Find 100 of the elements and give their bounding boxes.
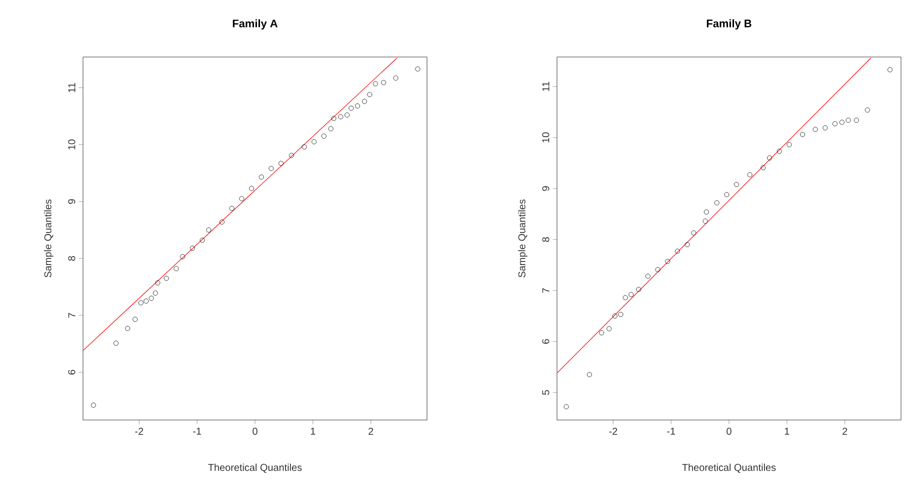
- point: [888, 67, 893, 72]
- point: [747, 172, 752, 178]
- point: [125, 326, 130, 331]
- point: [760, 165, 766, 170]
- point: [190, 246, 195, 251]
- y-tick-label: 7: [542, 288, 550, 293]
- point: [636, 286, 642, 292]
- y-tick-label: 11: [542, 82, 550, 91]
- point: [90, 402, 96, 408]
- chart-title: Family A: [232, 19, 278, 30]
- y-tick-label: 7: [68, 313, 76, 318]
- point: [812, 126, 818, 132]
- point: [415, 66, 420, 72]
- y-tick-label: 9: [542, 186, 550, 191]
- y-tick-label: 9: [68, 199, 76, 204]
- x-tick-label: -2: [135, 428, 144, 435]
- x-tick-label: 0: [252, 428, 258, 435]
- point: [362, 98, 367, 104]
- point: [586, 372, 592, 378]
- point: [174, 266, 179, 272]
- point: [854, 118, 859, 123]
- point: [800, 132, 806, 137]
- point: [622, 295, 628, 300]
- point: [200, 238, 205, 243]
- point: [776, 148, 782, 154]
- point: [846, 118, 851, 123]
- point: [381, 80, 386, 86]
- x-tick-label: 0: [726, 428, 732, 435]
- point: [344, 112, 350, 118]
- point: [114, 340, 119, 346]
- point: [288, 152, 294, 158]
- point: [132, 316, 138, 322]
- point: [229, 206, 234, 211]
- y-tick-label: 8: [68, 256, 76, 261]
- point: [612, 313, 618, 318]
- point: [393, 76, 398, 81]
- point: [144, 298, 149, 304]
- point: [702, 218, 708, 224]
- x-tick-label: 2: [842, 428, 848, 435]
- y-axis-title: Sample Quantiles: [518, 200, 528, 278]
- x-tick-label: -2: [609, 428, 618, 435]
- point: [219, 220, 224, 224]
- point: [321, 134, 326, 139]
- point: [864, 108, 870, 113]
- point: [628, 292, 634, 298]
- point: [164, 276, 169, 281]
- point: [564, 404, 569, 410]
- point: [655, 267, 660, 272]
- y-axis-title: Sample Quantiles: [44, 200, 54, 278]
- point: [606, 326, 612, 332]
- point: [180, 254, 186, 260]
- chart-title: Family B: [706, 19, 752, 30]
- point: [148, 296, 154, 301]
- x-tick-label: 1: [310, 428, 316, 435]
- point: [691, 230, 696, 236]
- point: [599, 330, 604, 336]
- y-tick-label: 11: [68, 83, 76, 92]
- point: [239, 196, 244, 202]
- point: [312, 139, 317, 144]
- point: [138, 300, 144, 306]
- x-tick-label: 2: [368, 428, 374, 435]
- point: [714, 200, 720, 206]
- point: [704, 209, 709, 214]
- point: [355, 103, 360, 108]
- point: [618, 312, 624, 317]
- point: [348, 106, 354, 111]
- point: [372, 81, 378, 86]
- point: [302, 144, 307, 150]
- y-tick-label: 6: [68, 370, 76, 374]
- point: [665, 258, 670, 264]
- y-tick-label: 10: [68, 139, 76, 150]
- point: [367, 92, 372, 98]
- point: [786, 142, 792, 148]
- point: [152, 290, 158, 296]
- point: [268, 166, 274, 172]
- x-axis-title: Theoretical Quantiles: [682, 464, 776, 473]
- point: [724, 192, 730, 198]
- point: [767, 155, 772, 160]
- y-tick-label: 6: [542, 339, 550, 344]
- x-tick-label: -1: [667, 428, 676, 435]
- point: [674, 248, 680, 254]
- point: [684, 242, 690, 248]
- x-axis-title: Theoretical Quantiles: [208, 464, 302, 473]
- point: [278, 160, 284, 166]
- y-tick-label: 8: [542, 237, 550, 242]
- point: [206, 227, 212, 232]
- x-tick-label: 1: [784, 428, 790, 435]
- point: [249, 186, 254, 191]
- x-tick-label: -1: [193, 428, 202, 435]
- y-tick-label: 5: [542, 390, 550, 395]
- point: [155, 280, 160, 286]
- point: [331, 116, 336, 121]
- point: [839, 120, 844, 125]
- point: [338, 114, 344, 120]
- y-tick-label: 10: [542, 132, 550, 142]
- point: [822, 125, 828, 130]
- point: [328, 126, 334, 132]
- point: [258, 174, 264, 180]
- point: [832, 121, 838, 126]
- point: [734, 182, 740, 187]
